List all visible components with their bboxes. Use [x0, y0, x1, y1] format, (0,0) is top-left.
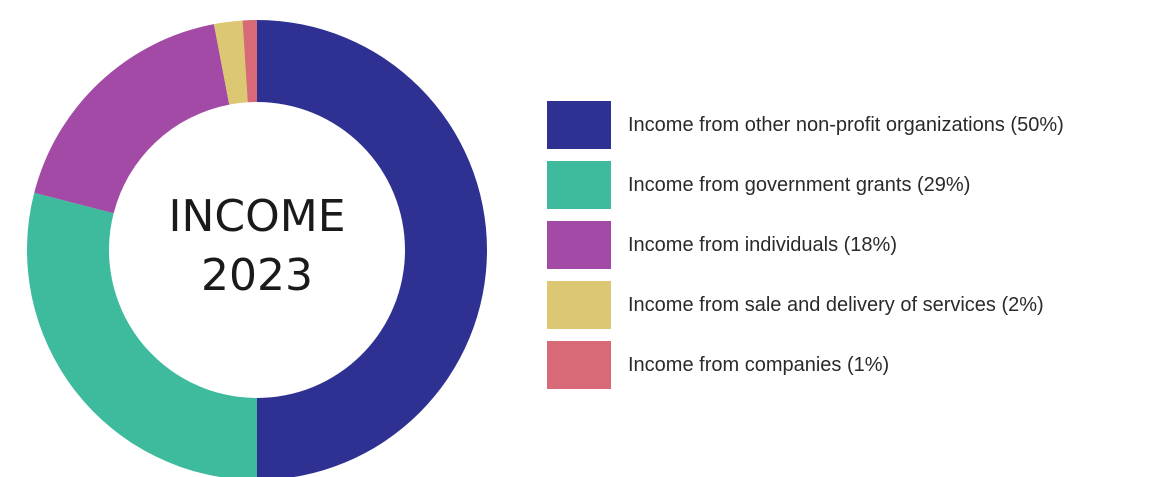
legend-item-1: Income from other non-profit organizatio… [547, 101, 1167, 149]
legend-label-4: Income from sale and delivery of service… [628, 293, 1044, 316]
legend: Income from other non-profit organizatio… [547, 101, 1167, 401]
donut-slices [27, 20, 487, 477]
legend-item-4: Income from sale and delivery of service… [547, 281, 1167, 329]
legend-item-5: Income from companies (1%) [547, 341, 1167, 389]
donut-slice-3 [34, 24, 230, 214]
donut-slice-5 [242, 20, 257, 103]
legend-swatch-1 [547, 101, 611, 149]
donut-slice-2 [27, 192, 257, 477]
legend-label-5: Income from companies (1%) [628, 353, 890, 376]
legend-swatch-2 [547, 161, 611, 209]
legend-label-3: Income from individuals (18%) [628, 233, 897, 256]
center-title-line-1: INCOME [168, 191, 345, 242]
legend-swatch-4 [547, 281, 611, 329]
donut-slice-1 [257, 20, 487, 477]
legend-item-3: Income from individuals (18%) [547, 221, 1167, 269]
legend-label-2: Income from government grants (29%) [628, 173, 971, 196]
legend-item-2: Income from government grants (29%) [547, 161, 1167, 209]
legend-swatch-5 [547, 341, 611, 389]
donut-slice-4 [213, 20, 248, 105]
legend-swatch-3 [547, 221, 611, 269]
legend-label-1: Income from other non-profit organizatio… [628, 113, 1064, 136]
donut-svg: INCOME 2023 [27, 20, 487, 477]
center-title-line-2: 2023 [201, 250, 313, 301]
